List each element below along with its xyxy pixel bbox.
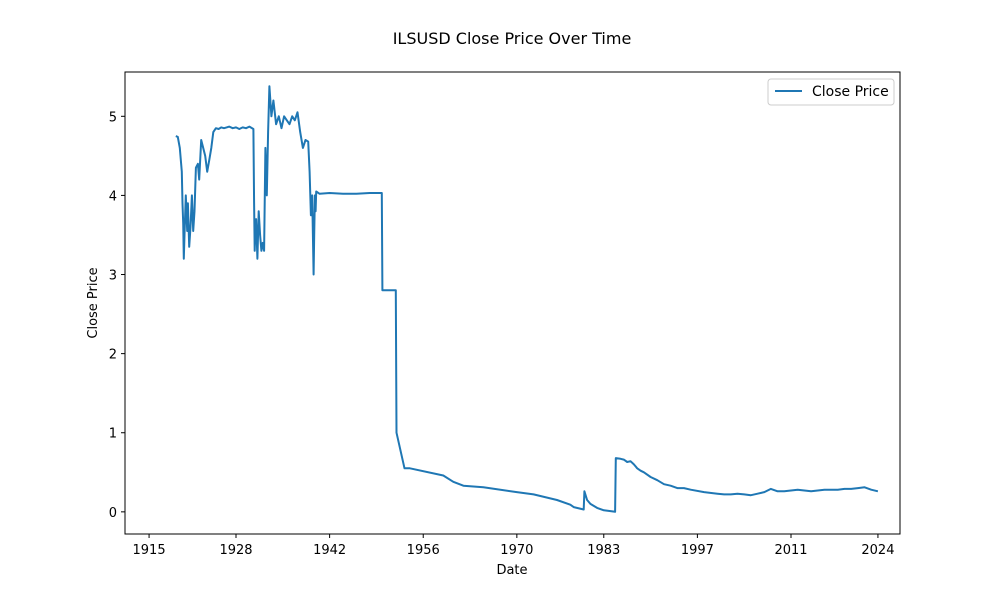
y-tick-label: 0 <box>109 506 117 521</box>
legend: Close Price <box>767 78 895 106</box>
y-tick-label: 1 <box>109 427 117 442</box>
y-tick-label: 3 <box>109 269 117 284</box>
plot-area <box>175 85 879 513</box>
x-tick-label: 2024 <box>861 543 894 558</box>
chart-title: ILSUSD Close Price Over Time <box>393 29 632 48</box>
x-tick-label: 1928 <box>219 543 252 558</box>
x-tick-label: 1970 <box>500 543 533 558</box>
legend-label-close-price: Close Price <box>812 84 889 100</box>
x-tick-label: 1915 <box>133 543 166 558</box>
x-tick-label: 2011 <box>774 543 807 558</box>
legend-box <box>767 78 895 106</box>
y-tick-label: 2 <box>109 348 117 363</box>
axes-frame <box>124 71 901 535</box>
x-axis-label: Date <box>496 563 527 578</box>
x-tick-label: 1997 <box>681 543 714 558</box>
y-axis-ticks: 0 1 2 3 4 5 <box>109 110 125 521</box>
y-axis-label: Close Price <box>86 267 101 338</box>
x-tick-label: 1956 <box>407 543 440 558</box>
x-axis-ticks: 1915 1928 1942 1956 1970 1983 1997 2011 2024 <box>133 534 894 558</box>
series-line-close-price <box>175 85 879 513</box>
y-tick-label: 5 <box>109 110 117 125</box>
x-tick-label: 1942 <box>313 543 346 558</box>
x-tick-label: 1983 <box>587 543 620 558</box>
y-tick-label: 4 <box>109 189 117 204</box>
